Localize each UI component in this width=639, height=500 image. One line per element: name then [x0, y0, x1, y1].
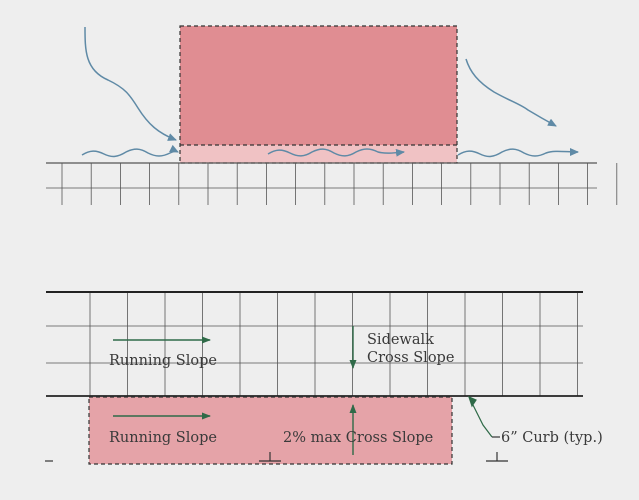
- max-cross-slope-label: 2% max Cross Slope: [283, 430, 433, 446]
- curb-callout-label: 6” Curb (typ.): [501, 430, 603, 446]
- water-flow-arrows: [81, 26, 579, 158]
- curb-callout-leader: [468, 395, 500, 438]
- building-zone: [180, 26, 457, 145]
- zone-dashed-outline: [179, 25, 458, 164]
- upper-ground-grid: [46, 162, 618, 205]
- sidewalk-grid: [46, 292, 583, 396]
- sidewalk-cross-slope-label-line1: Sidewalk: [367, 332, 434, 348]
- frontage-strip: [180, 145, 457, 163]
- running-slope-label-lower: Running Slope: [109, 430, 217, 446]
- bottom-markers: [45, 452, 508, 462]
- running-slope-label-upper: Running Slope: [109, 353, 217, 369]
- sidewalk-cross-slope-label-line2: Cross Slope: [367, 350, 454, 366]
